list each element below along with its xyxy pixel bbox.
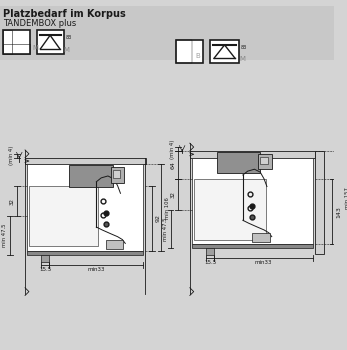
Bar [315,151,324,254]
Bar [190,151,315,158]
Bar [176,40,192,63]
Bar [113,170,120,178]
Bar [206,248,214,255]
Text: min 106: min 106 [165,197,170,219]
Text: 143: 143 [336,206,341,218]
Text: TANDEMBOX plus: TANDEMBOX plus [3,19,76,28]
Bar [0,6,335,60]
Bar [192,244,313,248]
Bar [37,30,64,54]
Bar [3,44,30,54]
Text: M: M [239,56,245,62]
Text: B: B [195,54,200,60]
Bar [3,30,11,54]
Text: min33: min33 [255,260,272,265]
Bar [260,157,268,164]
Bar [41,255,49,262]
Text: 32: 32 [170,191,175,198]
Bar [176,40,203,63]
Text: min 47.5: min 47.5 [2,224,7,247]
Bar [106,239,123,249]
Bar [176,40,192,63]
Text: Platzbedarf im Korpus: Platzbedarf im Korpus [3,9,126,19]
Text: min 47.5: min 47.5 [163,217,168,241]
Text: (min 4): (min 4) [170,139,175,159]
Bar [29,186,98,246]
Bar [192,158,313,244]
Bar [25,158,145,164]
Bar [217,152,260,173]
Bar [111,167,124,183]
Text: 83: 83 [66,35,72,40]
Text: M: M [64,47,70,53]
Bar [3,30,30,54]
Bar [27,164,143,251]
Bar [210,40,239,63]
Text: 64: 64 [170,161,175,169]
Text: min33: min33 [87,267,105,272]
Text: 83: 83 [241,45,247,50]
Text: 15.5: 15.5 [204,260,216,265]
Bar [27,251,143,255]
Bar [3,44,30,54]
Bar [258,154,272,169]
Bar [253,233,270,243]
Bar [69,165,113,187]
Bar [192,40,203,63]
Text: min 157: min 157 [345,187,347,209]
Text: M: M [33,45,39,51]
Bar [194,179,266,239]
Text: 32: 32 [9,197,15,204]
Text: 15.5: 15.5 [39,267,51,272]
Text: 92: 92 [156,214,161,222]
Text: (min 4): (min 4) [9,146,15,166]
Bar [3,30,11,54]
